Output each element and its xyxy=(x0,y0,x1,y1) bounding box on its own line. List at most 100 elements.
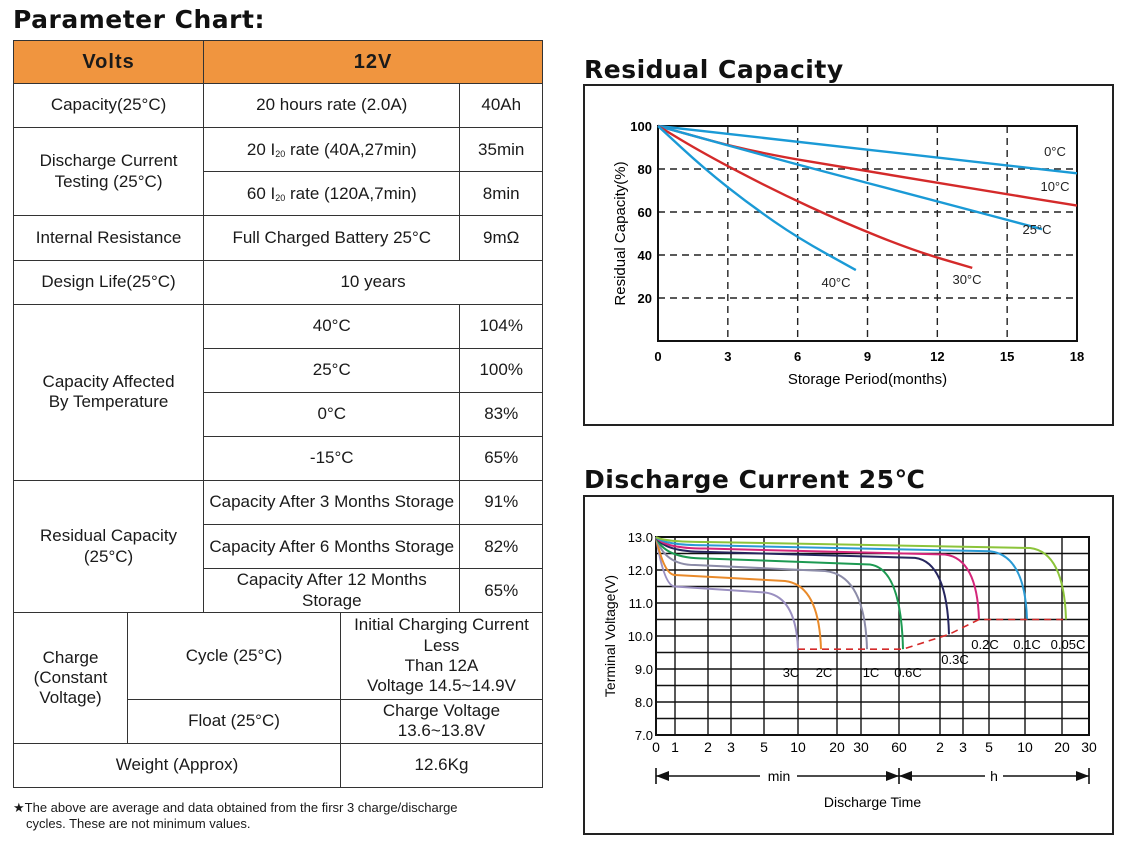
series-line xyxy=(657,125,857,272)
x-tick-label: 3 xyxy=(727,739,735,755)
discharge-chart-panel: 7.0 8.0 9.0 10.0 11.0 12.0 13.0 0 1 2 3 5 10 20 30 60 2 3… xyxy=(583,495,1114,835)
y-axis-label: Residual Capacity(%) xyxy=(612,161,629,305)
temperature-value: 83% xyxy=(459,391,543,437)
x-tick-label: 12 xyxy=(930,349,944,364)
series-label: 30°C xyxy=(952,272,981,287)
capacity-value: 40Ah xyxy=(459,83,543,129)
y-tick-label: 80 xyxy=(638,162,652,177)
series-label: 40°C xyxy=(821,275,850,290)
x-tick-label: 10 xyxy=(1017,739,1033,755)
internal-resistance-label: Internal Resistance xyxy=(12,215,205,261)
y-axis-label: Terminal Voltage(V) xyxy=(602,575,618,697)
x-tick-label: 1 xyxy=(671,739,679,755)
discharge-curve xyxy=(655,536,822,650)
series-label: 0.2C xyxy=(971,637,998,652)
residual-cell: Capacity After 12 Months Storage xyxy=(203,568,461,614)
x-tick-label: 3 xyxy=(724,349,731,364)
temperature-label: Capacity Affected By Temperature xyxy=(12,303,205,482)
y-tick-label: 8.0 xyxy=(635,695,653,710)
series-label: 0.05C xyxy=(1051,637,1086,652)
discharge-label-line2: Testing (25°C) xyxy=(54,171,163,191)
residual-capacity-chart: 0 3 6 9 12 15 18 20 40 60 80 100 0°C 10°C 25°C 30°C 40°C… xyxy=(612,119,1084,388)
temperature-cell: -15°C xyxy=(203,435,461,482)
weight-value: 12.6Kg xyxy=(339,742,544,789)
residual-capacity-label: Residual Capacity (25°C) xyxy=(12,480,205,614)
x-tick-label: 20 xyxy=(1054,739,1070,755)
x-tick-label: 20 xyxy=(829,739,845,755)
discharge-curve xyxy=(655,536,1067,620)
series-label: 3C xyxy=(783,665,800,680)
span-arrowhead xyxy=(656,771,669,781)
temperature-value: 100% xyxy=(459,347,543,393)
series-label: 25°C xyxy=(1022,222,1051,237)
series-label: 1C xyxy=(863,665,880,680)
discharge-curve xyxy=(655,536,904,650)
discharge-curve xyxy=(655,536,868,650)
series-label: 10°C xyxy=(1040,179,1069,194)
series-line xyxy=(657,124,973,270)
x-tick-label: 5 xyxy=(985,739,993,755)
y-tick-label: 40 xyxy=(638,248,652,263)
span-arrowhead xyxy=(886,771,899,781)
x-tick-label: 9 xyxy=(864,349,871,364)
residual-value: 91% xyxy=(459,480,543,526)
series-label: 2C xyxy=(816,665,833,680)
capacity-label: Capacity(25°C) xyxy=(12,83,205,129)
discharge-value-1: 35min xyxy=(459,127,543,173)
discharge-curve xyxy=(655,536,980,620)
x-tick-label: 2 xyxy=(936,739,944,755)
discharge-curve xyxy=(655,536,950,635)
x-axis-label: Discharge Time xyxy=(824,794,921,810)
discharge-curve xyxy=(655,536,799,650)
discharge-chart-title: Discharge Current 25℃ xyxy=(584,465,926,494)
x-tick-label: 18 xyxy=(1070,349,1084,364)
design-life-value: 10 years xyxy=(203,259,543,305)
residual-chart-title: Residual Capacity xyxy=(584,55,844,84)
weight-label: Weight (Approx) xyxy=(13,742,341,789)
residual-cell: Capacity After 6 Months Storage xyxy=(203,524,461,570)
discharge-curve xyxy=(655,536,1028,620)
y-tick-label: 12.0 xyxy=(628,563,653,578)
discharge-current-chart: 7.08.09.010.011.012.013.00 1 2 3 5 10 20 30 60 2 3… xyxy=(602,530,1097,810)
footnote: ★The above are average and data obtained… xyxy=(13,800,558,832)
y-tick-label: 20 xyxy=(638,291,652,306)
parameter-chart-title: Parameter Chart: xyxy=(13,5,265,34)
cycle-value: Initial Charging Current Less Than 12A Vol… xyxy=(339,612,544,700)
x-segment-label-min: min xyxy=(768,768,791,784)
discharge-value-2: 8min xyxy=(459,171,543,217)
series-label: 0°C xyxy=(1044,144,1066,159)
temperature-cell: 0°C xyxy=(203,391,461,437)
residual-cell: Capacity After 3 Months Storage xyxy=(203,480,461,526)
x-tick-label: 30 xyxy=(853,739,869,755)
internal-resistance-condition: Full Charged Battery 25°C xyxy=(203,215,461,261)
footnote-line1: ★The above are average and data obtained… xyxy=(13,800,458,815)
discharge-label-line1: Discharge Current xyxy=(39,151,178,171)
y-tick-label: 10.0 xyxy=(628,629,653,644)
y-tick-label: 9.0 xyxy=(635,662,653,677)
x-tick-label: 6 xyxy=(794,349,801,364)
capacity-rate: 20 hours rate (2.0A) xyxy=(203,83,461,129)
charge-label: Charge (Constant Voltage) xyxy=(12,612,129,744)
x-tick-label: 5 xyxy=(760,739,768,755)
internal-resistance-value: 9mΩ xyxy=(459,215,543,261)
temperature-value: 104% xyxy=(459,303,543,349)
discharge-rate-1: 20 I20 rate (40A,27min) xyxy=(203,127,461,173)
cycle-label: Cycle (25°C) xyxy=(127,612,341,700)
y-tick-label: 13.0 xyxy=(628,530,653,545)
x-tick-label: 15 xyxy=(1000,349,1014,364)
x-tick-label: 60 xyxy=(891,739,907,755)
x-tick-label: 0 xyxy=(654,349,661,364)
span-arrowhead xyxy=(899,771,912,781)
temperature-cell: 25°C xyxy=(203,347,461,393)
y-tick-label: 60 xyxy=(638,205,652,220)
series-line xyxy=(657,124,1043,231)
plot-frame xyxy=(657,125,1078,342)
series-label: 0.1C xyxy=(1013,637,1040,652)
y-tick-label: 11.0 xyxy=(629,596,653,611)
series-label: 0.3C xyxy=(941,652,968,667)
float-value: Charge Voltage 13.6~13.8V xyxy=(339,698,544,744)
discharge-rate-2: 60 I20 rate (120A,7min) xyxy=(203,171,461,217)
volts-value: 12V xyxy=(203,39,543,85)
temperature-cell: 40°C xyxy=(203,303,461,349)
y-tick-label: 100 xyxy=(630,119,652,134)
